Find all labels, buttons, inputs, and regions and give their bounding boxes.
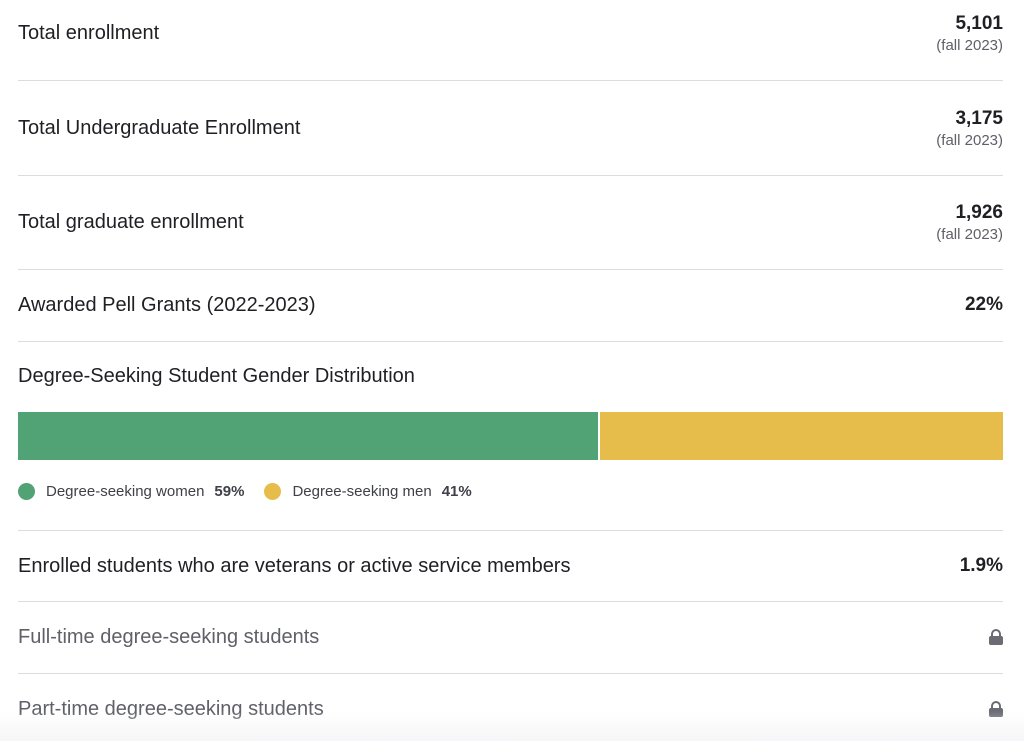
- bar-gap: [598, 412, 600, 460]
- stat-label: Total graduate enrollment: [18, 210, 244, 233]
- men-color-dot-icon: [264, 482, 282, 500]
- stat-note: (fall 2023): [936, 131, 1003, 149]
- legend-label: Degree-seeking men: [292, 482, 432, 500]
- divider: [18, 530, 1003, 531]
- stat-row-undergraduate-enrollment: Total Undergraduate Enrollment 3,175 (fa…: [18, 103, 1003, 153]
- stat-note: (fall 2023): [936, 36, 1003, 54]
- stat-value: 5,101: [955, 12, 1003, 34]
- stat-value-group: 5,101 (fall 2023): [936, 14, 1003, 53]
- divider: [18, 269, 1003, 270]
- stat-label: Awarded Pell Grants (2022-2023): [18, 293, 316, 316]
- legend-label: Degree-seeking women: [46, 482, 205, 500]
- legend-item-women: Degree-seeking women 59%: [18, 482, 245, 500]
- stat-value: 22%: [964, 294, 1003, 315]
- stat-row-graduate-enrollment: Total graduate enrollment 1,926 (fall 20…: [18, 197, 1003, 247]
- gender-distribution-title: Degree-Seeking Student Gender Distributi…: [18, 365, 415, 387]
- divider: [18, 80, 1003, 81]
- stat-label: Total enrollment: [18, 21, 160, 44]
- lock-icon[interactable]: [989, 629, 1003, 645]
- divider: [18, 601, 1003, 602]
- stat-value: 1,926: [955, 201, 1003, 223]
- stat-row-veterans: Enrolled students who are veterans or ac…: [18, 546, 1003, 586]
- stat-label: Full-time degree-seeking students: [18, 625, 320, 648]
- locked-row-full-time[interactable]: Full-time degree-seeking students: [18, 617, 1003, 657]
- stat-value: 3,175: [955, 107, 1003, 129]
- stat-row-total-enrollment: Total enrollment 5,101 (fall 2023): [18, 8, 1003, 58]
- stat-note: (fall 2023): [936, 225, 1003, 243]
- legend-percent: 59%: [214, 482, 245, 500]
- women-color-dot-icon: [18, 482, 35, 500]
- stat-label: Part-time degree-seeking students: [18, 697, 324, 720]
- women-bar-segment: [18, 412, 598, 460]
- stat-value-group: 3,175 (fall 2023): [936, 109, 1003, 148]
- stat-value-group: 1,926 (fall 2023): [936, 203, 1003, 242]
- divider: [18, 341, 1003, 342]
- divider: [18, 175, 1003, 176]
- legend-item-men: Degree-seeking men 41%: [264, 482, 472, 500]
- gender-distribution-bar: [18, 412, 1003, 460]
- stat-label: Total Undergraduate Enrollment: [18, 116, 301, 139]
- gender-legend: Degree-seeking women 59% Degree-seeking …: [18, 481, 492, 501]
- stat-label: Enrolled students who are veterans or ac…: [18, 554, 571, 577]
- locked-row-part-time[interactable]: Part-time degree-seeking students: [18, 689, 1003, 729]
- stat-value: 1.9%: [959, 555, 1003, 576]
- men-bar-segment: [600, 412, 1003, 460]
- lock-icon[interactable]: [989, 701, 1003, 717]
- stat-row-pell-grants: Awarded Pell Grants (2022-2023) 22%: [18, 285, 1003, 325]
- legend-percent: 41%: [441, 482, 472, 500]
- divider: [18, 673, 1003, 674]
